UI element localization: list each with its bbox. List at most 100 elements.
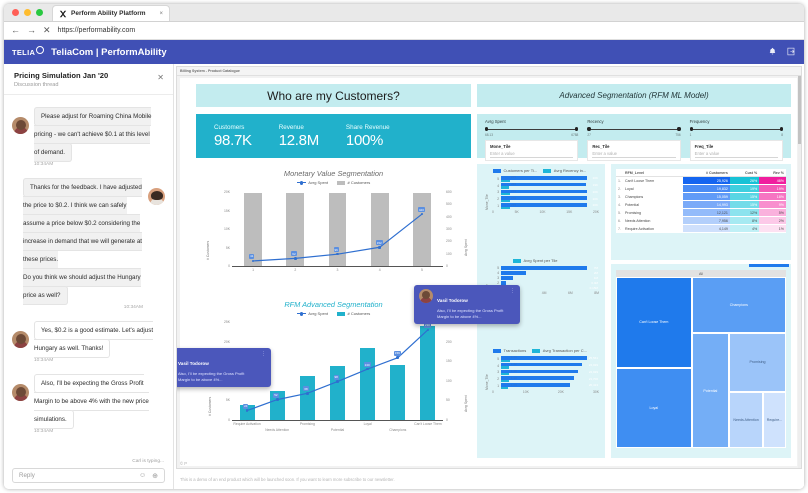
browser-tab[interactable]: Perform Ability Platform ×	[52, 5, 170, 21]
filter-field-mone-tile[interactable]: Mone_Tile Enter a value	[485, 140, 579, 161]
slider-handle-max[interactable]	[779, 127, 783, 131]
chart-bar-row[interactable]: 4 2M	[492, 271, 599, 275]
table-row[interactable]: 3. Champions 15,059 15% 18%	[616, 192, 786, 201]
chart-bar[interactable]: 24,029	[501, 362, 598, 367]
chart-data-point[interactable]	[306, 392, 309, 395]
chart-data-point[interactable]	[420, 212, 424, 216]
chart-data-point[interactable]	[336, 252, 339, 256]
slider-handle-max[interactable]	[574, 127, 579, 131]
reply-input[interactable]: Reply	[19, 472, 35, 479]
chart-bar[interactable]: 1.10	[501, 376, 517, 383]
chart-bar[interactable]: 19K	[501, 182, 598, 187]
chart-bar-row[interactable]: 5 7M	[492, 266, 599, 270]
chart-data-point[interactable]	[336, 380, 339, 383]
slider-frequency[interactable]: Frequency 1 8 Freq_Tile Enter a value	[689, 119, 783, 161]
table-row[interactable]: 1. Can't Loose Them 25,926 26% 46%	[616, 176, 786, 185]
chart-monetary-value-segmentation[interactable]: Monetary Value Segmentation Avrg Spent #…	[196, 164, 471, 290]
chart-bar[interactable]	[286, 192, 305, 266]
chart-bar[interactable]: 20,413	[501, 383, 598, 387]
chart-bar[interactable]: 20K	[501, 203, 598, 207]
maximize-window-button[interactable]	[36, 9, 43, 16]
logout-icon[interactable]	[787, 47, 796, 58]
chart-bar-row[interactable]: 2 21,706 1.10	[492, 376, 599, 383]
slider-handle-min[interactable]	[689, 127, 694, 131]
chart-bar[interactable]: 265	[501, 182, 516, 189]
chart-bar[interactable]: 22,929	[501, 369, 598, 374]
chart-bar-row[interactable]: 5 25,561 1.29	[492, 355, 599, 362]
slider-avrg-spent[interactable]: Avrg Spent 68.13 6788 Mone_Tile Enter a …	[485, 119, 579, 161]
chart-rfm-advanced-segmentation[interactable]: RFM Advanced Segmentation Avrg Spent # C…	[196, 294, 471, 458]
report-scrollbar[interactable]	[798, 76, 801, 468]
chart-bar[interactable]	[328, 192, 347, 266]
table-row[interactable]: 7. Require Activation 4,149 4% 1%	[616, 224, 786, 233]
treemap-cell[interactable]: Loyal	[616, 367, 692, 448]
forward-icon[interactable]: →	[27, 25, 36, 35]
chart-bar-row[interactable]: 3 20K 271	[492, 189, 599, 196]
slider-handle-max[interactable]	[677, 127, 681, 131]
chart-bar[interactable]: 275	[501, 175, 516, 182]
chart-data-point[interactable]	[275, 398, 279, 401]
chart-data-point[interactable]	[366, 367, 369, 371]
chart-bar[interactable]: 1.22	[501, 362, 517, 369]
chart-bar-row[interactable]: 1 20K 275	[492, 203, 599, 209]
slider-track[interactable]	[485, 127, 579, 133]
treemap-cell[interactable]: Champions	[691, 277, 786, 334]
segment-treemap[interactable]: All Can't Loose Them Loyal Champions Potent…	[616, 270, 786, 448]
field-input[interactable]: Enter a value	[694, 151, 778, 158]
comment-menu-icon[interactable]: ⋮	[261, 351, 266, 357]
field-input[interactable]: Enter a value	[490, 151, 574, 158]
chart-bar-row[interactable]: 3 22,929 1.16	[492, 369, 599, 376]
stop-icon[interactable]: ✕	[43, 25, 51, 35]
comment-popup[interactable]: Vasil Todorow Also, I'll be expecting th…	[177, 348, 271, 387]
chart-customers-recency[interactable]: Customers per Ti... Avrg Recency in... M…	[483, 168, 599, 214]
table-column-header[interactable]: RFM_Level	[623, 169, 684, 177]
window-controls[interactable]	[12, 9, 43, 16]
chart-bar-row[interactable]: 2 20K 276	[492, 196, 599, 203]
comment-menu-icon[interactable]: ⋮	[510, 288, 515, 294]
treemap-scrollbar[interactable]	[749, 264, 789, 267]
bell-icon[interactable]	[768, 47, 777, 58]
chart-bar-row[interactable]: 4 24,029 1.22	[492, 362, 599, 369]
slider-track[interactable]	[689, 127, 783, 133]
slider-handle-min[interactable]	[587, 127, 591, 131]
chart-bar[interactable]: 1M	[501, 276, 598, 280]
chart-bar[interactable]	[244, 192, 262, 266]
treemap-cell[interactable]: Potential	[691, 333, 730, 448]
tab-close-icon[interactable]: ×	[159, 10, 163, 17]
filter-field-freq-tile[interactable]: Freq_Tile Enter a value	[689, 140, 783, 161]
treemap-cell[interactable]: Promising	[729, 333, 786, 392]
chart-bar[interactable]	[390, 365, 406, 420]
table-column-header[interactable]: # Customers	[683, 169, 730, 177]
rfm-level-table[interactable]: RFM_Level # Customers Cust % Rev % 1. Can't L…	[616, 169, 786, 233]
chat-reply-box[interactable]: Reply ☺ ⊕	[12, 468, 165, 483]
slider-track[interactable]	[587, 127, 681, 133]
treemap-cell[interactable]: Require...	[763, 391, 786, 448]
attach-icon[interactable]: ⊕	[152, 472, 158, 480]
table-column-header[interactable]: Rev %	[759, 169, 786, 177]
chart-data-point[interactable]	[378, 245, 381, 249]
table-row[interactable]: 4. Potential 14,993 15% 9%	[616, 200, 786, 209]
minimize-window-button[interactable]	[24, 9, 31, 16]
chart-data-point[interactable]	[245, 409, 249, 412]
chart-bar-row[interactable]: 3 1M	[492, 276, 599, 280]
chart-bar[interactable]: 1.03	[501, 383, 517, 389]
address-bar-input[interactable]: https://performability.com	[57, 27, 136, 34]
chart-bar-row[interactable]: 2 0.4M	[492, 281, 599, 285]
chart-bar[interactable]: 276	[501, 196, 516, 203]
chart-bar[interactable]: 1.16	[501, 369, 517, 376]
chart-bar[interactable]: 20K	[501, 196, 598, 201]
chart-bar[interactable]	[413, 192, 431, 266]
slider-handle-min[interactable]	[485, 127, 489, 131]
chart-data-point[interactable]	[251, 259, 255, 263]
chart-bar[interactable]: 21,706	[501, 376, 598, 381]
field-input[interactable]: Enter a value	[592, 151, 676, 158]
chart-bar[interactable]	[420, 325, 436, 420]
treemap-cell[interactable]: Needs Attention	[729, 391, 764, 448]
chart-bar[interactable]: 0.4M	[501, 281, 598, 285]
chart-transactions[interactable]: Transactions Avrg Transaction per C... M…	[483, 348, 599, 394]
table-row[interactable]: 2. Loyal 19,832 19% 19%	[616, 184, 786, 193]
slider-recency[interactable]: Recency 27 756 Rec_Tile Enter a value	[587, 119, 681, 161]
table-column-header[interactable]: Cust %	[729, 169, 760, 177]
close-window-button[interactable]	[12, 9, 19, 16]
chart-data-point[interactable]	[426, 328, 430, 332]
